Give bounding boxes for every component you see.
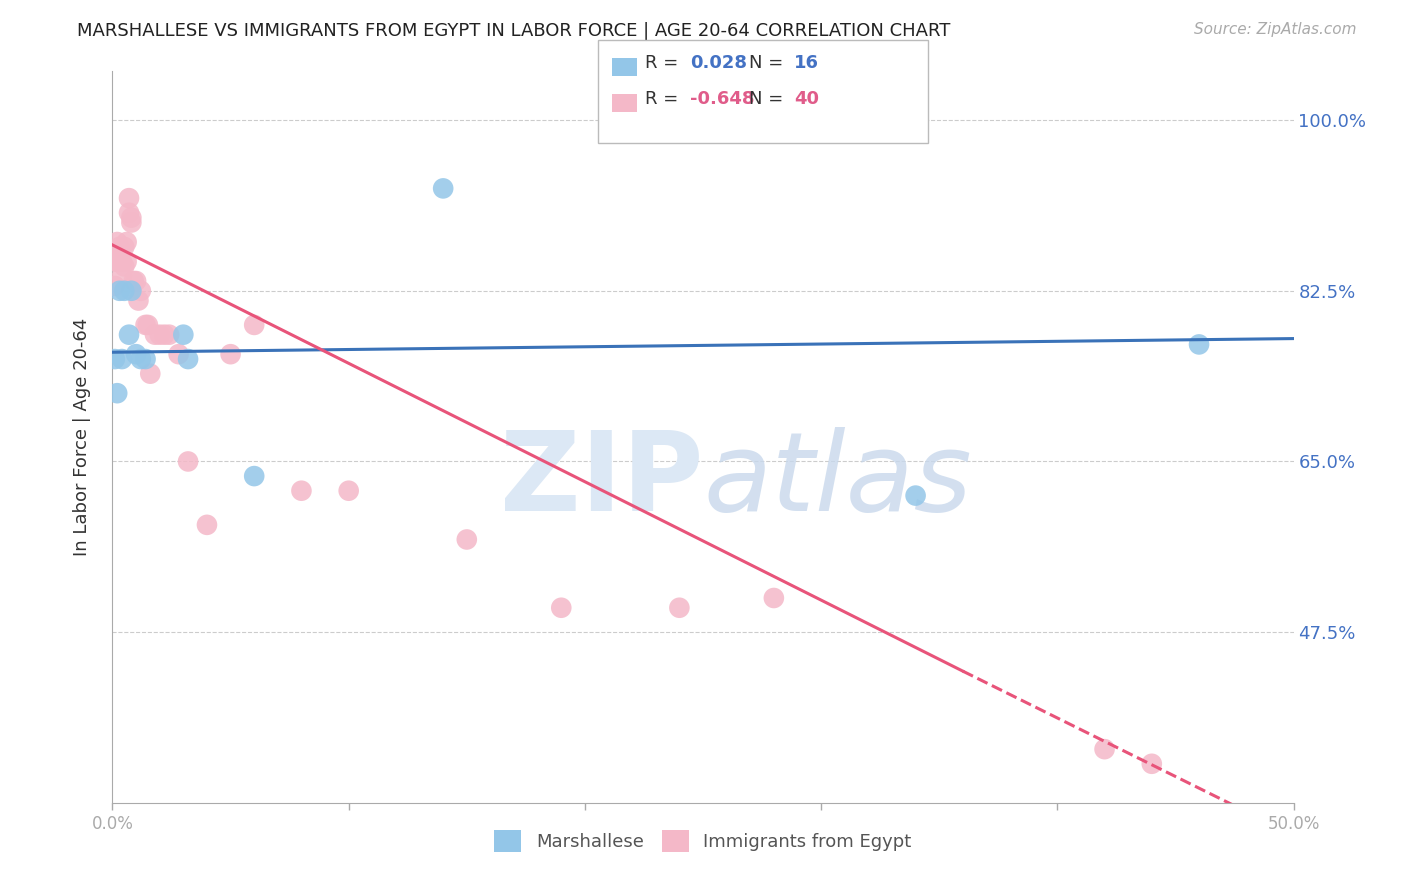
Point [118, 206, 141, 220]
Point [112, 260, 135, 274]
Point [177, 352, 200, 367]
Point [105, 386, 128, 401]
Point [108, 284, 131, 298]
Point [904, 489, 927, 503]
Point [105, 235, 128, 249]
Point [122, 274, 145, 288]
Point [111, 269, 134, 284]
Point [167, 347, 190, 361]
Point [1140, 756, 1163, 771]
Point [243, 318, 266, 332]
Point [668, 600, 690, 615]
Point [108, 240, 131, 254]
Point [104, 352, 127, 367]
Text: R =: R = [645, 54, 685, 72]
Point [105, 254, 128, 268]
Point [550, 600, 572, 615]
Point [120, 211, 142, 225]
Point [118, 191, 141, 205]
Point [139, 367, 162, 381]
Point [143, 327, 166, 342]
Text: 40: 40 [794, 90, 820, 108]
Point [111, 352, 134, 367]
Point [104, 254, 127, 268]
Point [290, 483, 312, 498]
Legend: Marshallese, Immigrants from Egypt: Marshallese, Immigrants from Egypt [486, 823, 920, 860]
Text: atlas: atlas [703, 427, 972, 534]
Point [157, 327, 180, 342]
Point [243, 469, 266, 483]
Point [177, 454, 200, 468]
Point [129, 284, 152, 298]
Point [762, 591, 785, 605]
Point [108, 250, 131, 264]
Point [112, 284, 135, 298]
Point [1094, 742, 1116, 756]
Text: MARSHALLESE VS IMMIGRANTS FROM EGYPT IN LABOR FORCE | AGE 20-64 CORRELATION CHAR: MARSHALLESE VS IMMIGRANTS FROM EGYPT IN … [77, 22, 950, 40]
Point [135, 318, 157, 332]
Point [456, 533, 478, 547]
Point [115, 235, 138, 249]
Point [149, 327, 172, 342]
Point [195, 517, 218, 532]
Point [129, 352, 152, 367]
Point [1188, 337, 1211, 351]
Point [172, 327, 194, 342]
Point [337, 483, 360, 498]
Point [125, 347, 148, 361]
Text: R =: R = [645, 90, 685, 108]
Point [120, 215, 142, 229]
Point [153, 327, 176, 342]
Point [127, 293, 149, 308]
Point [135, 352, 157, 367]
Text: N =: N = [749, 54, 789, 72]
Text: -0.648: -0.648 [690, 90, 755, 108]
Text: N =: N = [749, 90, 789, 108]
Text: Source: ZipAtlas.com: Source: ZipAtlas.com [1194, 22, 1357, 37]
Text: ZIP: ZIP [499, 427, 703, 534]
Point [104, 279, 127, 293]
Point [118, 327, 141, 342]
Point [136, 318, 159, 332]
Point [112, 240, 135, 254]
Point [111, 254, 134, 268]
Point [120, 284, 142, 298]
Y-axis label: In Labor Force | Age 20-64: In Labor Force | Age 20-64 [73, 318, 91, 557]
Text: 16: 16 [794, 54, 820, 72]
Point [125, 274, 148, 288]
Point [219, 347, 242, 361]
Text: 0.028: 0.028 [690, 54, 748, 72]
Point [115, 254, 138, 268]
Point [432, 181, 454, 195]
